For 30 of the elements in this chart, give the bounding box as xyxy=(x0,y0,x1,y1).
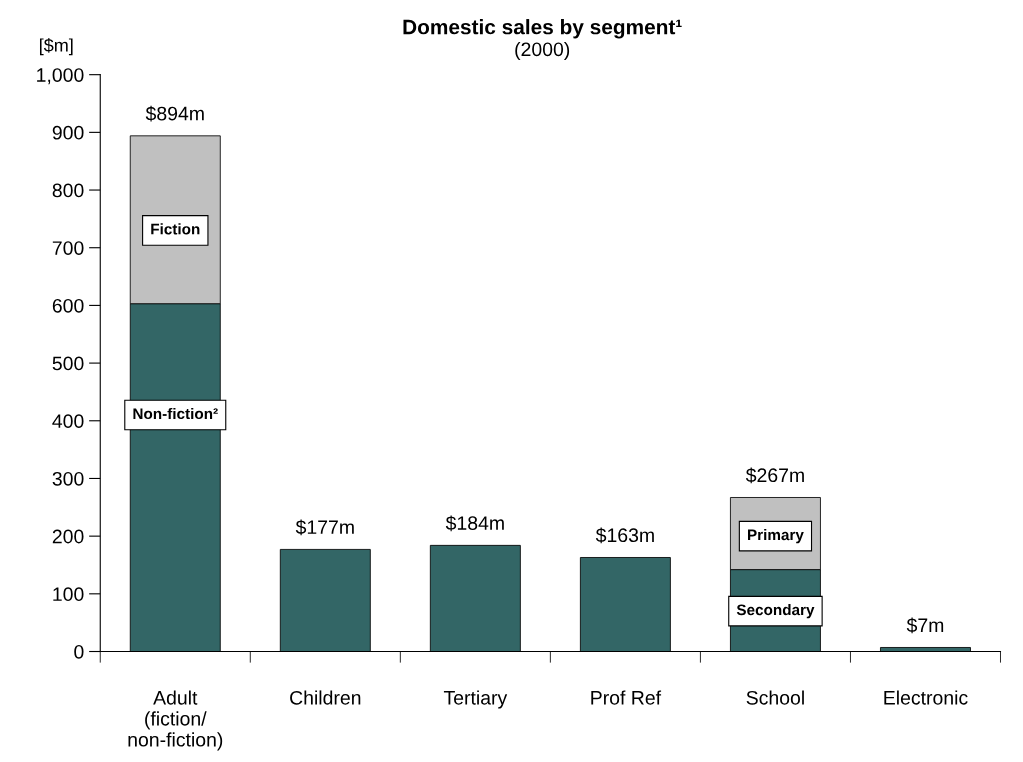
x-tick-label: Children xyxy=(290,690,361,705)
annotation: Non-fiction² xyxy=(133,407,218,420)
y-tick-label: 1,000 xyxy=(37,68,84,85)
y-tick-label: 200 xyxy=(52,529,84,544)
chart-subtitle: (2000) xyxy=(515,41,570,61)
total-label: $177m xyxy=(295,519,354,536)
x-tick-label: Adult (fiction/ non-fiction) xyxy=(128,690,223,751)
total-label: $267m xyxy=(745,467,804,484)
total-label: $184m xyxy=(445,515,504,532)
chart-title: Domestic sales by segment¹ xyxy=(403,19,682,39)
total-label: $894m xyxy=(145,105,204,122)
total-label: $163m xyxy=(595,527,654,544)
y-tick-label: 900 xyxy=(52,125,84,140)
y-tick-label: 300 xyxy=(52,471,84,486)
annotation: Primary xyxy=(748,529,804,544)
annotation: Secondary xyxy=(736,604,815,619)
x-tick-label: Electronic xyxy=(884,690,968,705)
y-tick-label: 400 xyxy=(52,414,84,429)
total-label: $7m xyxy=(906,617,944,634)
y-tick-label: 100 xyxy=(53,587,84,602)
y-tick-label: 800 xyxy=(52,183,84,198)
y-tick-label: 500 xyxy=(52,356,84,371)
annotation: Fiction xyxy=(151,223,200,235)
x-tick-label: School xyxy=(746,690,804,705)
y-axis-title: [$m] xyxy=(40,38,73,56)
y-tick-label: 0 xyxy=(74,644,84,659)
x-tick-label: Prof Ref xyxy=(591,690,662,705)
y-tick-label: 600 xyxy=(52,298,84,313)
y-tick-label: 700 xyxy=(52,241,84,255)
x-tick-label: Tertiary xyxy=(443,690,508,709)
